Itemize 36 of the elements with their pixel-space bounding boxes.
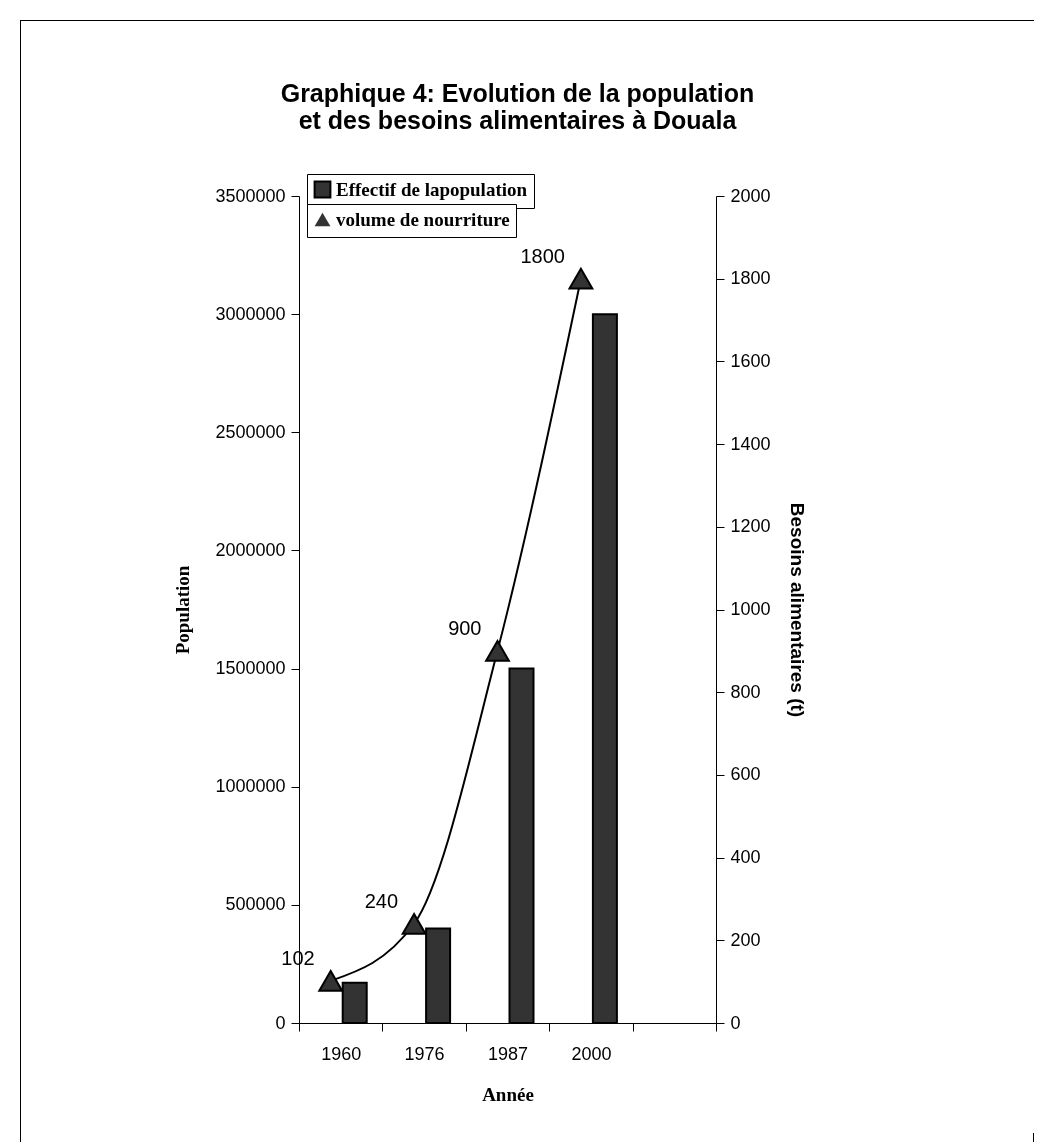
data-label: 240 xyxy=(364,889,399,912)
y2-tick-label: 0 xyxy=(730,1012,741,1033)
y2-tick-label: 1400 xyxy=(730,433,771,454)
y-tick-label: 500000 xyxy=(225,894,286,915)
x-tick-label: 1987 xyxy=(487,1043,529,1064)
x-axis-title: Année xyxy=(482,1083,534,1105)
y-tick-label: 3500000 xyxy=(215,185,286,206)
y2-tick-label: 1600 xyxy=(730,350,771,371)
point xyxy=(568,267,594,290)
y2-tick-label: 400 xyxy=(730,847,761,868)
legend-label: Effectif de lapopulation xyxy=(336,178,528,200)
y-tick-label: 2000000 xyxy=(215,539,286,560)
point xyxy=(401,912,427,935)
y2-tick-label: 200 xyxy=(730,929,761,950)
y2-tick-label: 2000 xyxy=(730,185,771,206)
y-tick-label: 3000000 xyxy=(215,303,286,324)
data-label: 900 xyxy=(448,616,482,639)
point xyxy=(485,639,510,662)
point xyxy=(318,969,344,992)
legend-label: volume de nourriture xyxy=(336,208,510,230)
y2-tick-label: 800 xyxy=(730,681,761,702)
y2-tick-label: 600 xyxy=(730,764,761,785)
x-tick-label: 2000 xyxy=(571,1043,612,1064)
chart-title: Graphique 4: Evolution de la population et des besoins alimentaires à Douala xyxy=(280,78,755,134)
y-tick-label: 1500000 xyxy=(215,658,286,679)
y-tick-label: 1000000 xyxy=(215,776,286,797)
x-tick-label: 1976 xyxy=(404,1043,445,1064)
y2-axis-title: Besoins alimentaires (t) xyxy=(786,502,808,718)
x-tick-label: 1960 xyxy=(321,1043,362,1064)
y2-tick-label: 1800 xyxy=(730,268,771,289)
data-label: 1800 xyxy=(520,244,565,267)
y2-tick-label: 1000 xyxy=(730,599,771,619)
y2-tick-label: 1200 xyxy=(730,516,771,537)
y-tick-label: 0 xyxy=(275,1012,286,1033)
y-axis-title: Population xyxy=(172,565,194,655)
y-tick-label: 2500000 xyxy=(215,421,286,442)
